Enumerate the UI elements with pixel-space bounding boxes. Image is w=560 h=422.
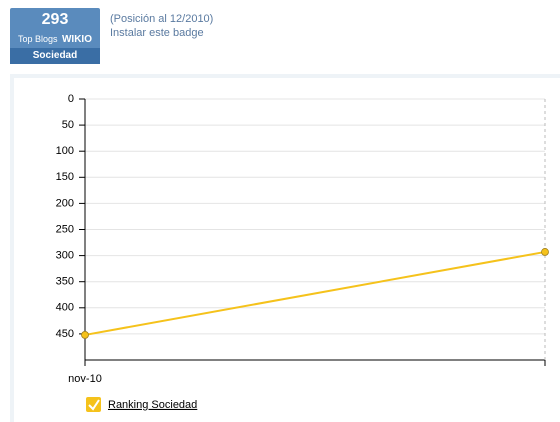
install-link[interactable]: Instalar este badge — [110, 27, 204, 39]
badge-rank: 293 — [41, 11, 69, 28]
chart-panel — [10, 74, 560, 422]
y-tick-label: 200 — [56, 197, 74, 209]
badge-brand: WIKIO — [61, 34, 92, 45]
point — [81, 331, 89, 339]
y-tick-label: 300 — [56, 250, 74, 262]
y-tick-label: 50 — [62, 119, 74, 131]
legend-checkbox[interactable] — [86, 397, 101, 412]
badge-category: Sociedad — [10, 48, 100, 64]
legend-label[interactable]: Ranking Sociedad — [108, 399, 197, 411]
header: (Posición al 12/2010) Instalar este badg… — [110, 12, 213, 40]
y-tick-label: 0 — [68, 93, 74, 105]
badge-top: 293 Top Blogs WIKIO — [10, 8, 100, 48]
badge-label: Top Blogs — [18, 34, 58, 44]
point — [541, 248, 549, 256]
position-text: (Posición al 12/2010) — [110, 13, 214, 25]
y-tick-label: 450 — [56, 328, 74, 340]
legend-check — [88, 399, 100, 411]
y-tick-label: 400 — [56, 302, 74, 314]
y-tick-label: 150 — [56, 171, 74, 183]
y-tick-label: 250 — [56, 223, 74, 235]
badge[interactable]: 293 Top Blogs WIKIO Sociedad — [10, 8, 100, 64]
line — [84, 250, 546, 336]
y-tick-label: 100 — [56, 145, 74, 157]
y-tick-label: 350 — [56, 276, 74, 288]
x-tick-label: nov-10 — [68, 373, 102, 385]
